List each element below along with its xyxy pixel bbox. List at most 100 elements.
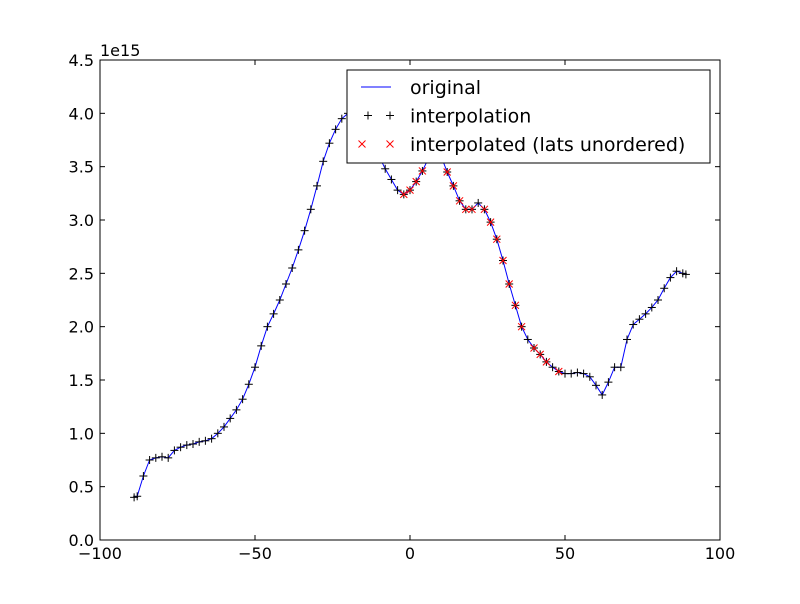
data-point-plus (232, 405, 241, 414)
legend: original interpolation interpolated (lats … (346, 69, 711, 164)
legend-frame (346, 69, 711, 164)
data-point-plus (269, 309, 278, 318)
legend-label: interpolated (lats unordered) (410, 134, 685, 156)
data-point-plus (275, 296, 284, 304)
data-point-plus (592, 381, 600, 390)
data-point-plus (325, 139, 334, 148)
data-point-plus (195, 437, 204, 446)
data-point-plus (158, 452, 166, 461)
y-offset-label: 1e15 (100, 41, 140, 60)
legend-label: interpolation (410, 106, 531, 128)
data-point-plus (306, 205, 315, 214)
data-point-plus (598, 390, 607, 399)
data-point-x (530, 344, 538, 352)
data-point-plus (523, 335, 532, 344)
data-point-plus (616, 363, 625, 372)
data-point-plus (604, 378, 613, 387)
data-point-x (517, 322, 526, 331)
data-point-plus (257, 341, 266, 350)
data-point-plus (176, 443, 185, 452)
legend-item: original (361, 77, 481, 99)
data-point-x (505, 280, 514, 288)
data-point-x (511, 301, 520, 310)
data-point-x (480, 205, 489, 214)
data-point-plus (548, 363, 557, 372)
data-point-plus (635, 315, 644, 324)
data-point-plus (300, 226, 309, 235)
data-point-x (468, 205, 476, 214)
y-tick-label: 1.5 (69, 371, 94, 390)
data-point-plus (251, 363, 259, 372)
data-point-x (358, 140, 366, 148)
data-point-plus (226, 414, 235, 423)
data-point-plus (654, 296, 662, 304)
data-point-plus (139, 472, 148, 480)
data-point-plus (585, 372, 594, 381)
data-point-plus (263, 322, 272, 331)
series-layer (130, 107, 690, 502)
data-point-plus (189, 440, 197, 448)
data-point-plus (364, 111, 372, 120)
data-point-plus (133, 492, 142, 501)
data-point-x (399, 190, 408, 199)
data-point-plus (182, 441, 191, 450)
data-point-plus (567, 369, 576, 378)
data-point-plus (319, 157, 328, 166)
data-point-x (443, 168, 452, 176)
legend-item: interpolated (lats unordered) (358, 134, 685, 156)
data-point-x (418, 167, 427, 175)
data-point-plus (207, 434, 216, 443)
x-tick-label: 100 (705, 544, 736, 563)
data-point-plus (145, 456, 154, 464)
data-point-plus (474, 198, 483, 207)
legend-label: original (410, 77, 481, 99)
data-point-x (386, 140, 394, 148)
data-point-x (542, 358, 551, 366)
data-point-plus (238, 395, 247, 404)
ticks-layer: −100 −50 0 50 100 0.0 0.5 1.0 1.5 2.0 2.5 3.0 3.5 4.0… (69, 51, 736, 563)
y-tick-label: 1.0 (69, 424, 94, 443)
data-point-plus (201, 436, 210, 445)
data-point-plus (629, 320, 638, 329)
data-point-x (492, 235, 501, 244)
y-tick-label: 4.0 (69, 104, 94, 123)
data-point-plus (151, 453, 160, 462)
data-point-x (455, 196, 464, 205)
data-point-plus (579, 369, 588, 378)
data-point-plus (666, 273, 675, 282)
data-point-plus (623, 335, 631, 344)
data-point-plus (337, 114, 346, 123)
data-point-plus (681, 270, 690, 279)
data-point-x (499, 256, 507, 265)
data-point-x (412, 177, 421, 186)
data-point-plus (573, 368, 582, 377)
y-tick-label: 0.0 (69, 531, 94, 550)
data-point-plus (386, 111, 394, 120)
y-tick-label: 3.0 (69, 211, 94, 230)
x-tick-label: −50 (238, 544, 272, 563)
data-point-plus (170, 446, 179, 455)
data-point-plus (164, 453, 173, 462)
data-point-plus (660, 284, 669, 293)
data-point-plus (387, 175, 396, 184)
data-point-x (536, 350, 545, 359)
data-point-x (449, 182, 458, 190)
data-point-plus (244, 380, 253, 389)
y-tick-label: 2.0 (69, 318, 94, 337)
data-point-plus (331, 125, 340, 134)
data-point-x (461, 205, 470, 214)
data-point-x (554, 367, 563, 376)
data-point-plus (393, 186, 402, 195)
data-point-plus (641, 309, 650, 318)
y-tick-label: 2.5 (69, 264, 94, 283)
data-point-plus (213, 429, 222, 438)
data-point-x (486, 218, 495, 226)
data-point-plus (313, 181, 321, 190)
data-point-plus (672, 267, 681, 276)
data-point-plus (381, 164, 390, 173)
data-point-plus (294, 245, 303, 254)
data-point-plus (220, 422, 228, 431)
y-tick-label: 4.5 (69, 51, 94, 70)
